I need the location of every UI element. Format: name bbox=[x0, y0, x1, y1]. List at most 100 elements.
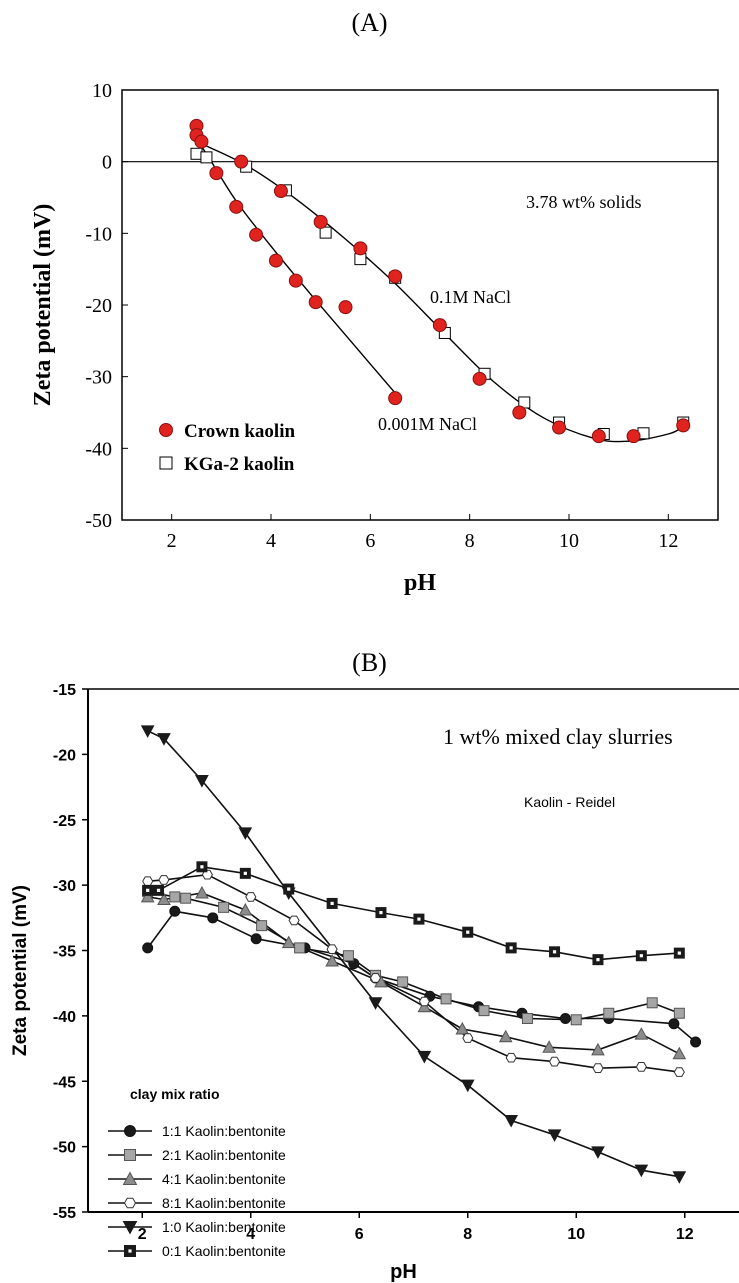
series-4-point bbox=[673, 1067, 685, 1077]
series-6-point bbox=[549, 946, 561, 958]
series-6-point bbox=[375, 907, 387, 919]
series-6-point bbox=[505, 942, 517, 954]
crown-point bbox=[626, 429, 641, 444]
y-tick-label: 0 bbox=[102, 152, 112, 174]
series-6-point bbox=[635, 950, 647, 962]
series-3-point bbox=[455, 1021, 470, 1035]
y-tick-label: -15 bbox=[53, 682, 76, 699]
y-tick-label: -50 bbox=[85, 510, 112, 532]
series-4-point bbox=[288, 915, 300, 926]
series-5-point bbox=[368, 997, 383, 1010]
y-tick-label: 10 bbox=[92, 80, 112, 102]
annotation-solids: 3.78 wt% solids bbox=[526, 192, 642, 212]
crown-point bbox=[512, 405, 527, 420]
x-tick-label: 4 bbox=[246, 1226, 255, 1243]
series-6-point bbox=[142, 884, 154, 896]
legend-marker-1 bbox=[124, 1125, 136, 1137]
series-5-point bbox=[195, 775, 209, 788]
x-tick-label: 10 bbox=[559, 530, 579, 552]
series-3-point bbox=[281, 935, 296, 949]
kga2-point bbox=[190, 147, 203, 160]
legend-label-2: 2:1 Kaolin:bentonite bbox=[162, 1147, 286, 1163]
series-4-point bbox=[635, 1062, 647, 1072]
y-tick-label: -20 bbox=[85, 295, 112, 317]
crown-point bbox=[432, 318, 447, 333]
series-2-point bbox=[478, 1005, 490, 1017]
series-4-point bbox=[505, 1052, 517, 1063]
legend-marker-6 bbox=[124, 1245, 136, 1257]
series-1-point bbox=[668, 1018, 680, 1030]
crown-point bbox=[353, 241, 368, 256]
series-line-2 bbox=[147, 890, 680, 1021]
series-6-point bbox=[153, 884, 165, 896]
annotation-low-salt: 0.001M NaCl bbox=[378, 414, 477, 434]
y-tick-label: -45 bbox=[53, 1074, 76, 1091]
legend-kga2-label: KGa-2 kaolin bbox=[184, 454, 295, 475]
series-1-point bbox=[559, 1012, 571, 1024]
series-5-point bbox=[417, 1050, 432, 1064]
series-3-point bbox=[238, 902, 253, 916]
panel-b-label: (B) bbox=[352, 648, 387, 677]
legend-label-6: 0:1 Kaolin:bentonite bbox=[162, 1243, 286, 1259]
legend-marker-2 bbox=[124, 1149, 136, 1161]
series-3-point bbox=[195, 885, 209, 899]
series-5-point bbox=[634, 1164, 649, 1178]
series-2-point bbox=[646, 997, 658, 1009]
series-4-point bbox=[462, 1033, 474, 1043]
legend-crown-label: Crown kaolin bbox=[184, 421, 295, 442]
x-tick-label: 2 bbox=[167, 530, 177, 552]
y-tick-label: -30 bbox=[53, 878, 76, 895]
y-tick-label: -20 bbox=[53, 747, 76, 764]
series-4-point bbox=[369, 973, 382, 983]
series-1-point bbox=[250, 933, 262, 945]
series-6-point bbox=[462, 926, 474, 938]
series-6-point bbox=[239, 867, 251, 879]
series-1-point bbox=[690, 1036, 702, 1048]
kga2-point bbox=[319, 226, 332, 239]
crown-point bbox=[591, 429, 606, 444]
y-tick-label: -10 bbox=[85, 223, 112, 245]
series-4-point bbox=[201, 869, 213, 880]
series-5-point bbox=[140, 725, 155, 738]
y-tick-label: -40 bbox=[53, 1009, 76, 1026]
x-tick-label: 4 bbox=[266, 530, 276, 552]
series-6-point bbox=[196, 861, 208, 873]
series-4-point bbox=[142, 876, 154, 886]
series-4-point bbox=[418, 996, 430, 1007]
series-2-point bbox=[256, 920, 268, 932]
series-3-point bbox=[591, 1042, 605, 1056]
crown-point bbox=[273, 184, 288, 199]
panel-a-label: (A) bbox=[351, 8, 388, 37]
series-4-point bbox=[158, 875, 170, 885]
kga2-point bbox=[200, 151, 213, 164]
crown-point bbox=[308, 295, 323, 310]
crown-point bbox=[234, 154, 249, 169]
crown-point bbox=[209, 166, 224, 181]
series-6-point bbox=[592, 954, 604, 966]
legend-label-1: 1:1 Kaolin:bentonite bbox=[162, 1123, 286, 1139]
series-3-point bbox=[634, 1027, 649, 1040]
series-1-point bbox=[169, 905, 181, 917]
series-4-point bbox=[245, 892, 257, 902]
x-tick-label: 2 bbox=[138, 1226, 147, 1243]
series-2-point bbox=[570, 1014, 582, 1026]
series-2-point bbox=[169, 891, 181, 903]
legend-kga2-marker bbox=[159, 456, 173, 470]
x-axis-label: pH bbox=[390, 1261, 417, 1283]
series-2-point bbox=[673, 1007, 685, 1019]
legend-label-5: 1:0 Kaolin:bentonite bbox=[162, 1219, 286, 1235]
crown-point bbox=[338, 300, 353, 315]
series-2-point bbox=[603, 1007, 615, 1019]
series-5-point bbox=[460, 1079, 475, 1093]
y-tick-label: -35 bbox=[53, 944, 76, 961]
series-5-point bbox=[157, 733, 171, 746]
series-line-4 bbox=[147, 873, 680, 1073]
series-5-point bbox=[672, 1171, 687, 1184]
legend-label-3: 4:1 Kaolin:bentonite bbox=[162, 1171, 286, 1187]
legend-crown-marker bbox=[159, 423, 173, 437]
legend-label-4: 8:1 Kaolin:bentonite bbox=[162, 1195, 286, 1211]
series-1-point bbox=[207, 912, 219, 924]
chart-title: 1 wt% mixed clay slurries bbox=[443, 724, 673, 749]
x-tick-label: 6 bbox=[355, 1226, 364, 1243]
crown-point bbox=[552, 420, 567, 435]
